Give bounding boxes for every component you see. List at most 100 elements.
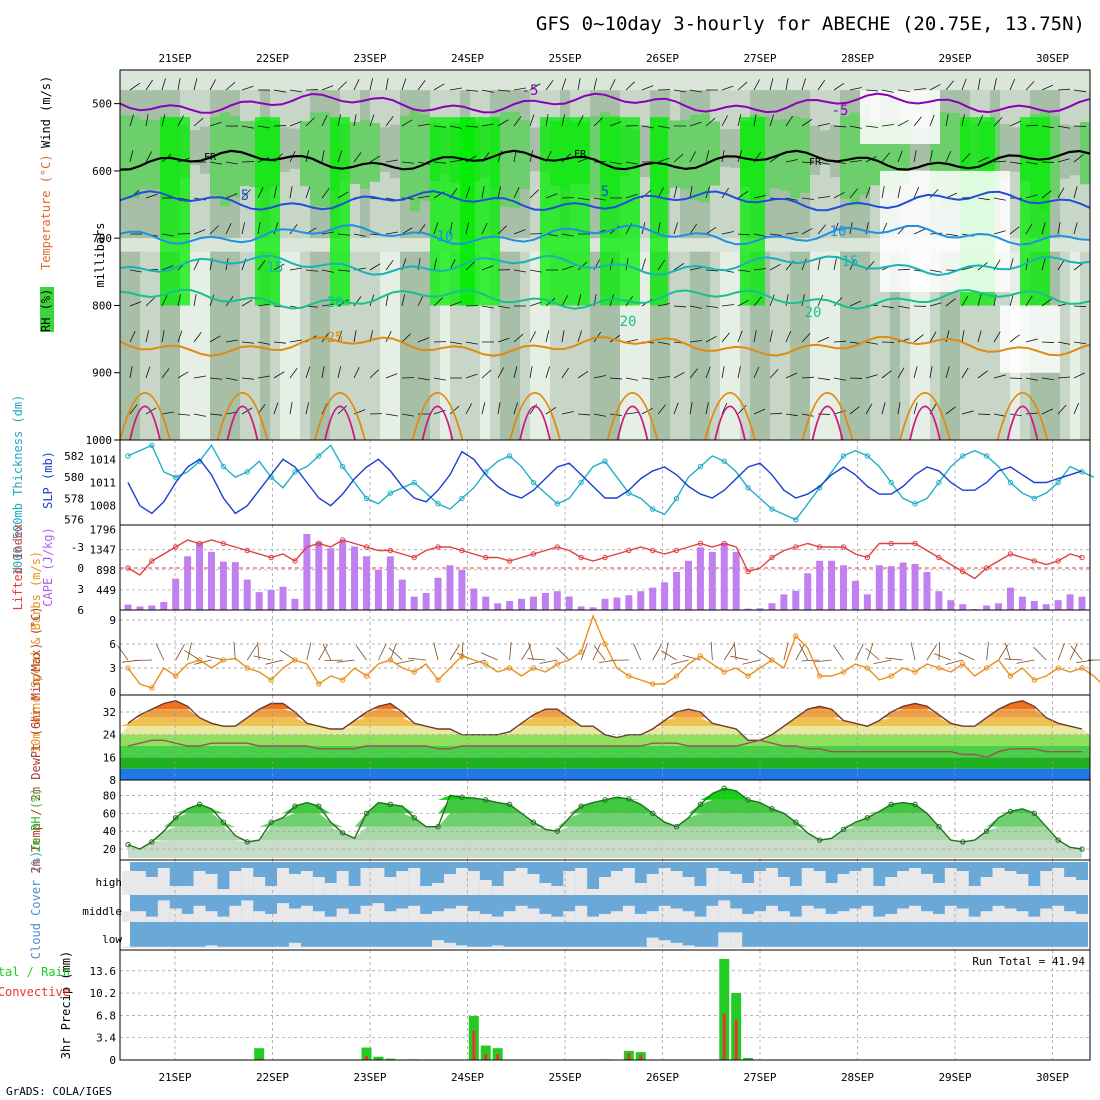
wind-barb: [1073, 305, 1087, 307]
thickness-point: [983, 453, 990, 459]
cape-bar: [315, 542, 323, 610]
wind-barb: [689, 223, 698, 235]
wind-barb: [689, 151, 696, 163]
cape-bar: [339, 540, 347, 610]
wind-barb: [449, 259, 456, 271]
cloud-row-label: middle: [82, 905, 122, 918]
wind-barb: [561, 114, 566, 127]
thickness-point: [554, 501, 560, 507]
wind-barb: [1057, 404, 1067, 415]
thickness-point: [435, 501, 441, 507]
wind-barb: [609, 377, 622, 380]
thickness-point: [1007, 479, 1014, 486]
temperature-line: [127, 699, 1083, 741]
cape-bar: [851, 580, 859, 610]
lifted-index-point: [220, 540, 227, 547]
wind-barb: [273, 402, 279, 415]
wind-barb: [1041, 190, 1052, 199]
wind-barb: [817, 161, 830, 165]
middle-cloud-cell: [920, 911, 933, 922]
total-precip-bar: [743, 1058, 754, 1060]
wind-barb: [545, 114, 549, 127]
wind-barb: [225, 258, 229, 271]
wind-speed-point: [292, 657, 298, 663]
wind-barb: [321, 85, 334, 91]
cape-bar: [541, 593, 549, 610]
wind-barb: [1073, 154, 1084, 163]
rh-point: [292, 803, 298, 809]
wind-barb: [785, 197, 798, 201]
wind-barb: [657, 125, 670, 129]
rh-point: [125, 841, 131, 848]
isotherm-30-contour: [129, 405, 161, 441]
wind-speed-point: [1079, 665, 1085, 671]
wind-barb: [625, 377, 638, 381]
lifted-index-point: [602, 554, 608, 561]
wind-barb: [785, 78, 789, 91]
pressure-tick: 700: [92, 232, 112, 245]
cape-bar: [1078, 596, 1086, 610]
wind-barb: [961, 78, 967, 91]
cape-bar: [768, 603, 776, 610]
middle-cloud-cell: [205, 911, 218, 922]
wind-barb: [385, 159, 398, 163]
wind-barb: [913, 150, 917, 163]
temperature-fill: [120, 726, 1090, 735]
cross-section-panel: -5 -5 FR FR FR 5 5 10 10 15 15 20 20 20 25 500 600 700 80…: [39, 69, 1091, 447]
wind-barb: [721, 304, 734, 307]
wind-barb: [161, 330, 165, 343]
pressure-tick: 600: [92, 165, 112, 178]
wind-barb: [721, 332, 730, 343]
wind-axis-label: 10m Wind Speed & Barbs (m/s): [29, 551, 43, 753]
high-cloud-cell: [1064, 877, 1077, 895]
wind-barb: [897, 186, 901, 199]
wind-barb: [1025, 377, 1038, 381]
surface-wind-barb: [958, 652, 975, 661]
low-cloud-cell: [527, 946, 540, 948]
wind-barb: [1009, 78, 1016, 91]
wind-barb: [673, 222, 678, 235]
wind-barb: [849, 125, 862, 129]
low-cloud-cell: [718, 932, 731, 948]
wind-barb: [273, 341, 286, 344]
wind-barb: [801, 118, 813, 127]
cape-bar: [840, 565, 847, 610]
high-cloud-cell: [396, 871, 409, 895]
high-cloud-cell: [432, 883, 445, 895]
cape-bar: [160, 601, 168, 610]
isotherm-line: [119, 335, 1090, 357]
wind-barb: [161, 368, 170, 379]
wind-barb: [593, 117, 603, 127]
wind-barb: [721, 402, 728, 415]
low-cloud-cell: [622, 946, 635, 948]
cape-bar: [470, 588, 478, 610]
temperature-legend-label: Temperature (°C): [39, 154, 53, 270]
wind-barb: [497, 186, 502, 199]
middle-cloud-cell: [527, 908, 540, 922]
high-cloud-cell: [718, 871, 731, 895]
middle-cloud-cell: [277, 903, 290, 922]
surface-wind-barb: [865, 647, 880, 661]
isotherm-line: [119, 288, 1090, 310]
wind-barb: [785, 372, 798, 379]
lifted-index-label: Lifted Index: [11, 524, 25, 611]
high-cloud-cell: [336, 871, 349, 895]
wind-barb: [145, 151, 153, 163]
middle-cloud-cell: [682, 911, 695, 922]
wind-barb: [1041, 298, 1052, 307]
lifted-index-point: [888, 540, 894, 547]
wind-barb: [385, 331, 392, 343]
middle-cloud-cell: [825, 913, 838, 922]
wind-barb: [689, 368, 698, 379]
precip-tick: 3.4: [96, 1032, 116, 1045]
wind-barb: [833, 340, 846, 343]
low-cloud-cell: [157, 946, 170, 948]
wind-barb: [705, 117, 716, 127]
wind-speed-point: [459, 653, 465, 659]
cape-tick: 449: [96, 584, 116, 597]
middle-cloud-cell: [133, 911, 146, 922]
isotherm-25-contour: [899, 392, 951, 441]
wind-barb: [977, 197, 990, 201]
middle-cloud-cell: [408, 905, 421, 922]
surface-wind-barb: [580, 642, 588, 661]
